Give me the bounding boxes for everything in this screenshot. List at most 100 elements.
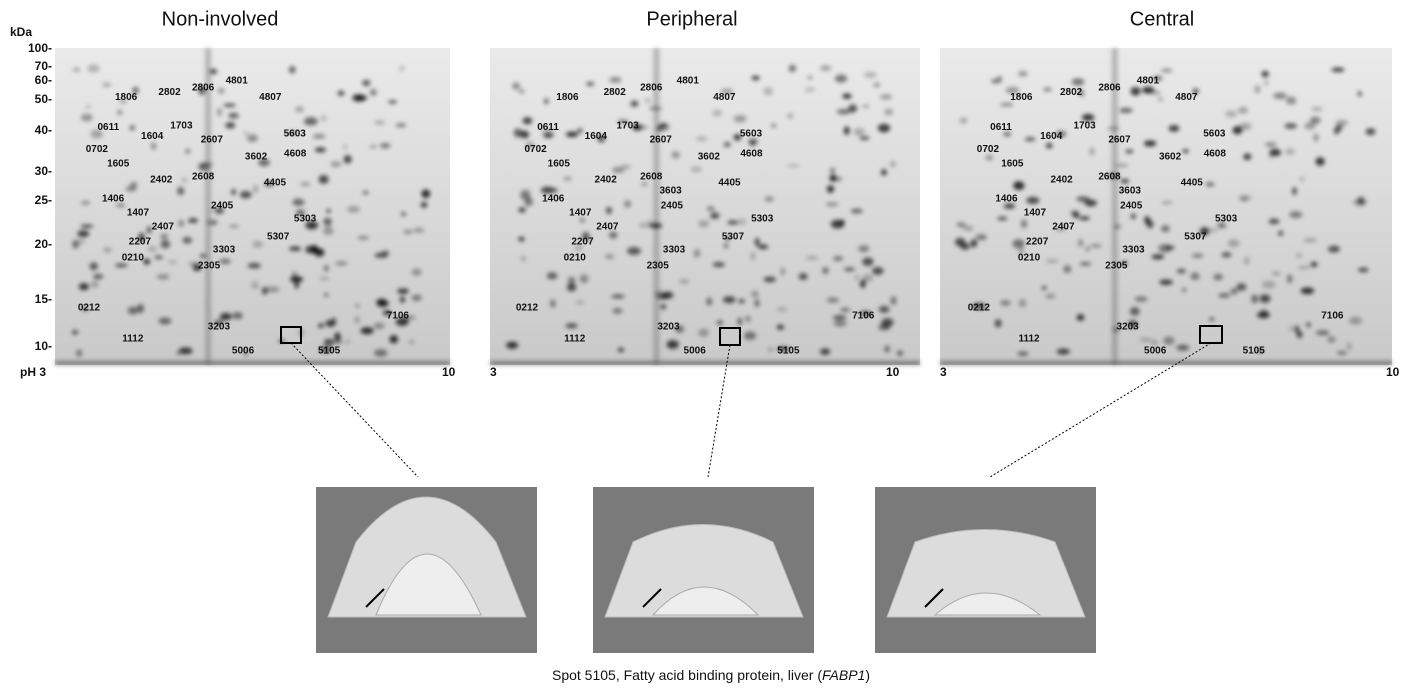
gel-spot: [1289, 327, 1296, 331]
gel-spot: [370, 145, 377, 149]
spot-label: 2802: [604, 87, 627, 98]
gel-spot: [72, 240, 85, 244]
gel-spot: [1161, 201, 1173, 204]
ph-start: 3: [940, 365, 947, 379]
spot-label: 0210: [122, 252, 145, 263]
gel-spot: [1151, 340, 1157, 346]
gel-spot: [374, 253, 388, 258]
gel-spot: [198, 163, 204, 170]
gel-spot: [304, 117, 318, 125]
gel-spot: [519, 90, 524, 93]
gel-spot: [521, 256, 526, 262]
gel-spot: [1243, 153, 1251, 160]
spot-label: 1605: [548, 159, 571, 170]
panel-title: Peripheral: [646, 8, 737, 30]
spot-label: 0611: [97, 122, 119, 133]
gel-spot: [639, 222, 651, 228]
gel-spot: [1085, 246, 1090, 252]
spot-label: 0210: [1018, 252, 1041, 263]
gel-spot: [324, 265, 329, 272]
gel-spot: [580, 219, 585, 222]
gel-spot: [885, 346, 890, 353]
gel-spot: [1225, 110, 1237, 118]
spot-label: 5603: [1203, 129, 1226, 140]
gel-spot: [412, 268, 422, 276]
gel-spot: [1289, 211, 1302, 218]
gel-spot: [1213, 274, 1222, 281]
spot-label: 3203: [208, 322, 231, 333]
gel-spot: [182, 179, 188, 182]
y-tick-label: 25-: [35, 193, 52, 207]
gel-spot: [188, 218, 198, 222]
gel-spot: [295, 281, 299, 289]
gel-spot: [1206, 183, 1215, 186]
gel-spot: [1018, 71, 1028, 77]
spot-label: 2608: [640, 172, 663, 183]
gel-spot: [79, 283, 89, 290]
gel-spot: [1311, 262, 1318, 267]
gel-spot: [161, 240, 171, 249]
gel-spot: [1135, 296, 1148, 301]
gel-spot: [72, 68, 80, 72]
gel-spot: [833, 315, 846, 320]
gel-streak: [653, 48, 659, 365]
spot-label: 1406: [542, 194, 565, 205]
gel-spot: [1000, 300, 1011, 306]
gel-spot: [864, 72, 877, 78]
gel-spot: [1286, 97, 1296, 105]
spot-label: 4801: [1137, 76, 1160, 87]
spot-label: 4405: [1181, 178, 1204, 189]
gel-spot: [321, 115, 326, 122]
spot-label: 3602: [698, 152, 721, 163]
gel-spot: [550, 299, 555, 307]
gel-spot: [745, 316, 750, 322]
gel-spot: [251, 282, 259, 290]
gel-spot: [1296, 254, 1302, 258]
gel-spot: [755, 238, 760, 247]
gel-spot: [787, 164, 800, 167]
panel-title: Central: [1130, 8, 1194, 30]
gel-spot: [1251, 295, 1258, 304]
gel-spot: [357, 236, 369, 240]
spot-label: 1806: [115, 92, 138, 103]
gel-spot: [176, 352, 180, 356]
gel-spot: [76, 350, 82, 357]
gel-spot: [1303, 238, 1317, 242]
gel-spot: [220, 313, 232, 320]
gel-spot: [1163, 336, 1174, 345]
spot-label: 0611: [990, 122, 1012, 133]
panel-title: Non-involved: [162, 8, 279, 30]
gel-spot: [844, 268, 855, 272]
gel-spot: [789, 65, 796, 73]
gel-spot: [960, 243, 970, 250]
gel-spot: [1207, 228, 1218, 232]
gel-spot: [266, 286, 279, 292]
gel-spot: [763, 87, 773, 96]
gel-spot: [380, 143, 391, 149]
gel-spot: [698, 220, 709, 228]
gel-spot: [862, 105, 869, 108]
gel-spot: [1159, 280, 1173, 285]
gel-spot: [1347, 342, 1351, 350]
gel-spot: [698, 329, 708, 337]
spot-label: 2407: [596, 222, 619, 233]
gel-spot: [512, 82, 520, 89]
spot-label: 1112: [1018, 334, 1040, 345]
gel-spot: [248, 263, 261, 268]
gel-spot: [724, 243, 729, 248]
gel-spot: [157, 274, 170, 279]
gel-spot: [103, 247, 111, 253]
gel-spot: [1264, 81, 1268, 86]
gel-front: [55, 361, 450, 365]
spot-label: 1604: [1040, 131, 1063, 142]
spot-label: 4608: [740, 149, 763, 160]
gel-spot: [858, 245, 869, 252]
gel-spot: [991, 79, 998, 83]
gel-spot: [295, 106, 304, 113]
gel-spot: [768, 348, 774, 351]
gel-spot: [1242, 198, 1247, 201]
gel-spot: [379, 298, 385, 304]
gel-spot: [137, 304, 144, 313]
gel-spot: [126, 186, 137, 191]
gel-spot: [224, 104, 236, 107]
